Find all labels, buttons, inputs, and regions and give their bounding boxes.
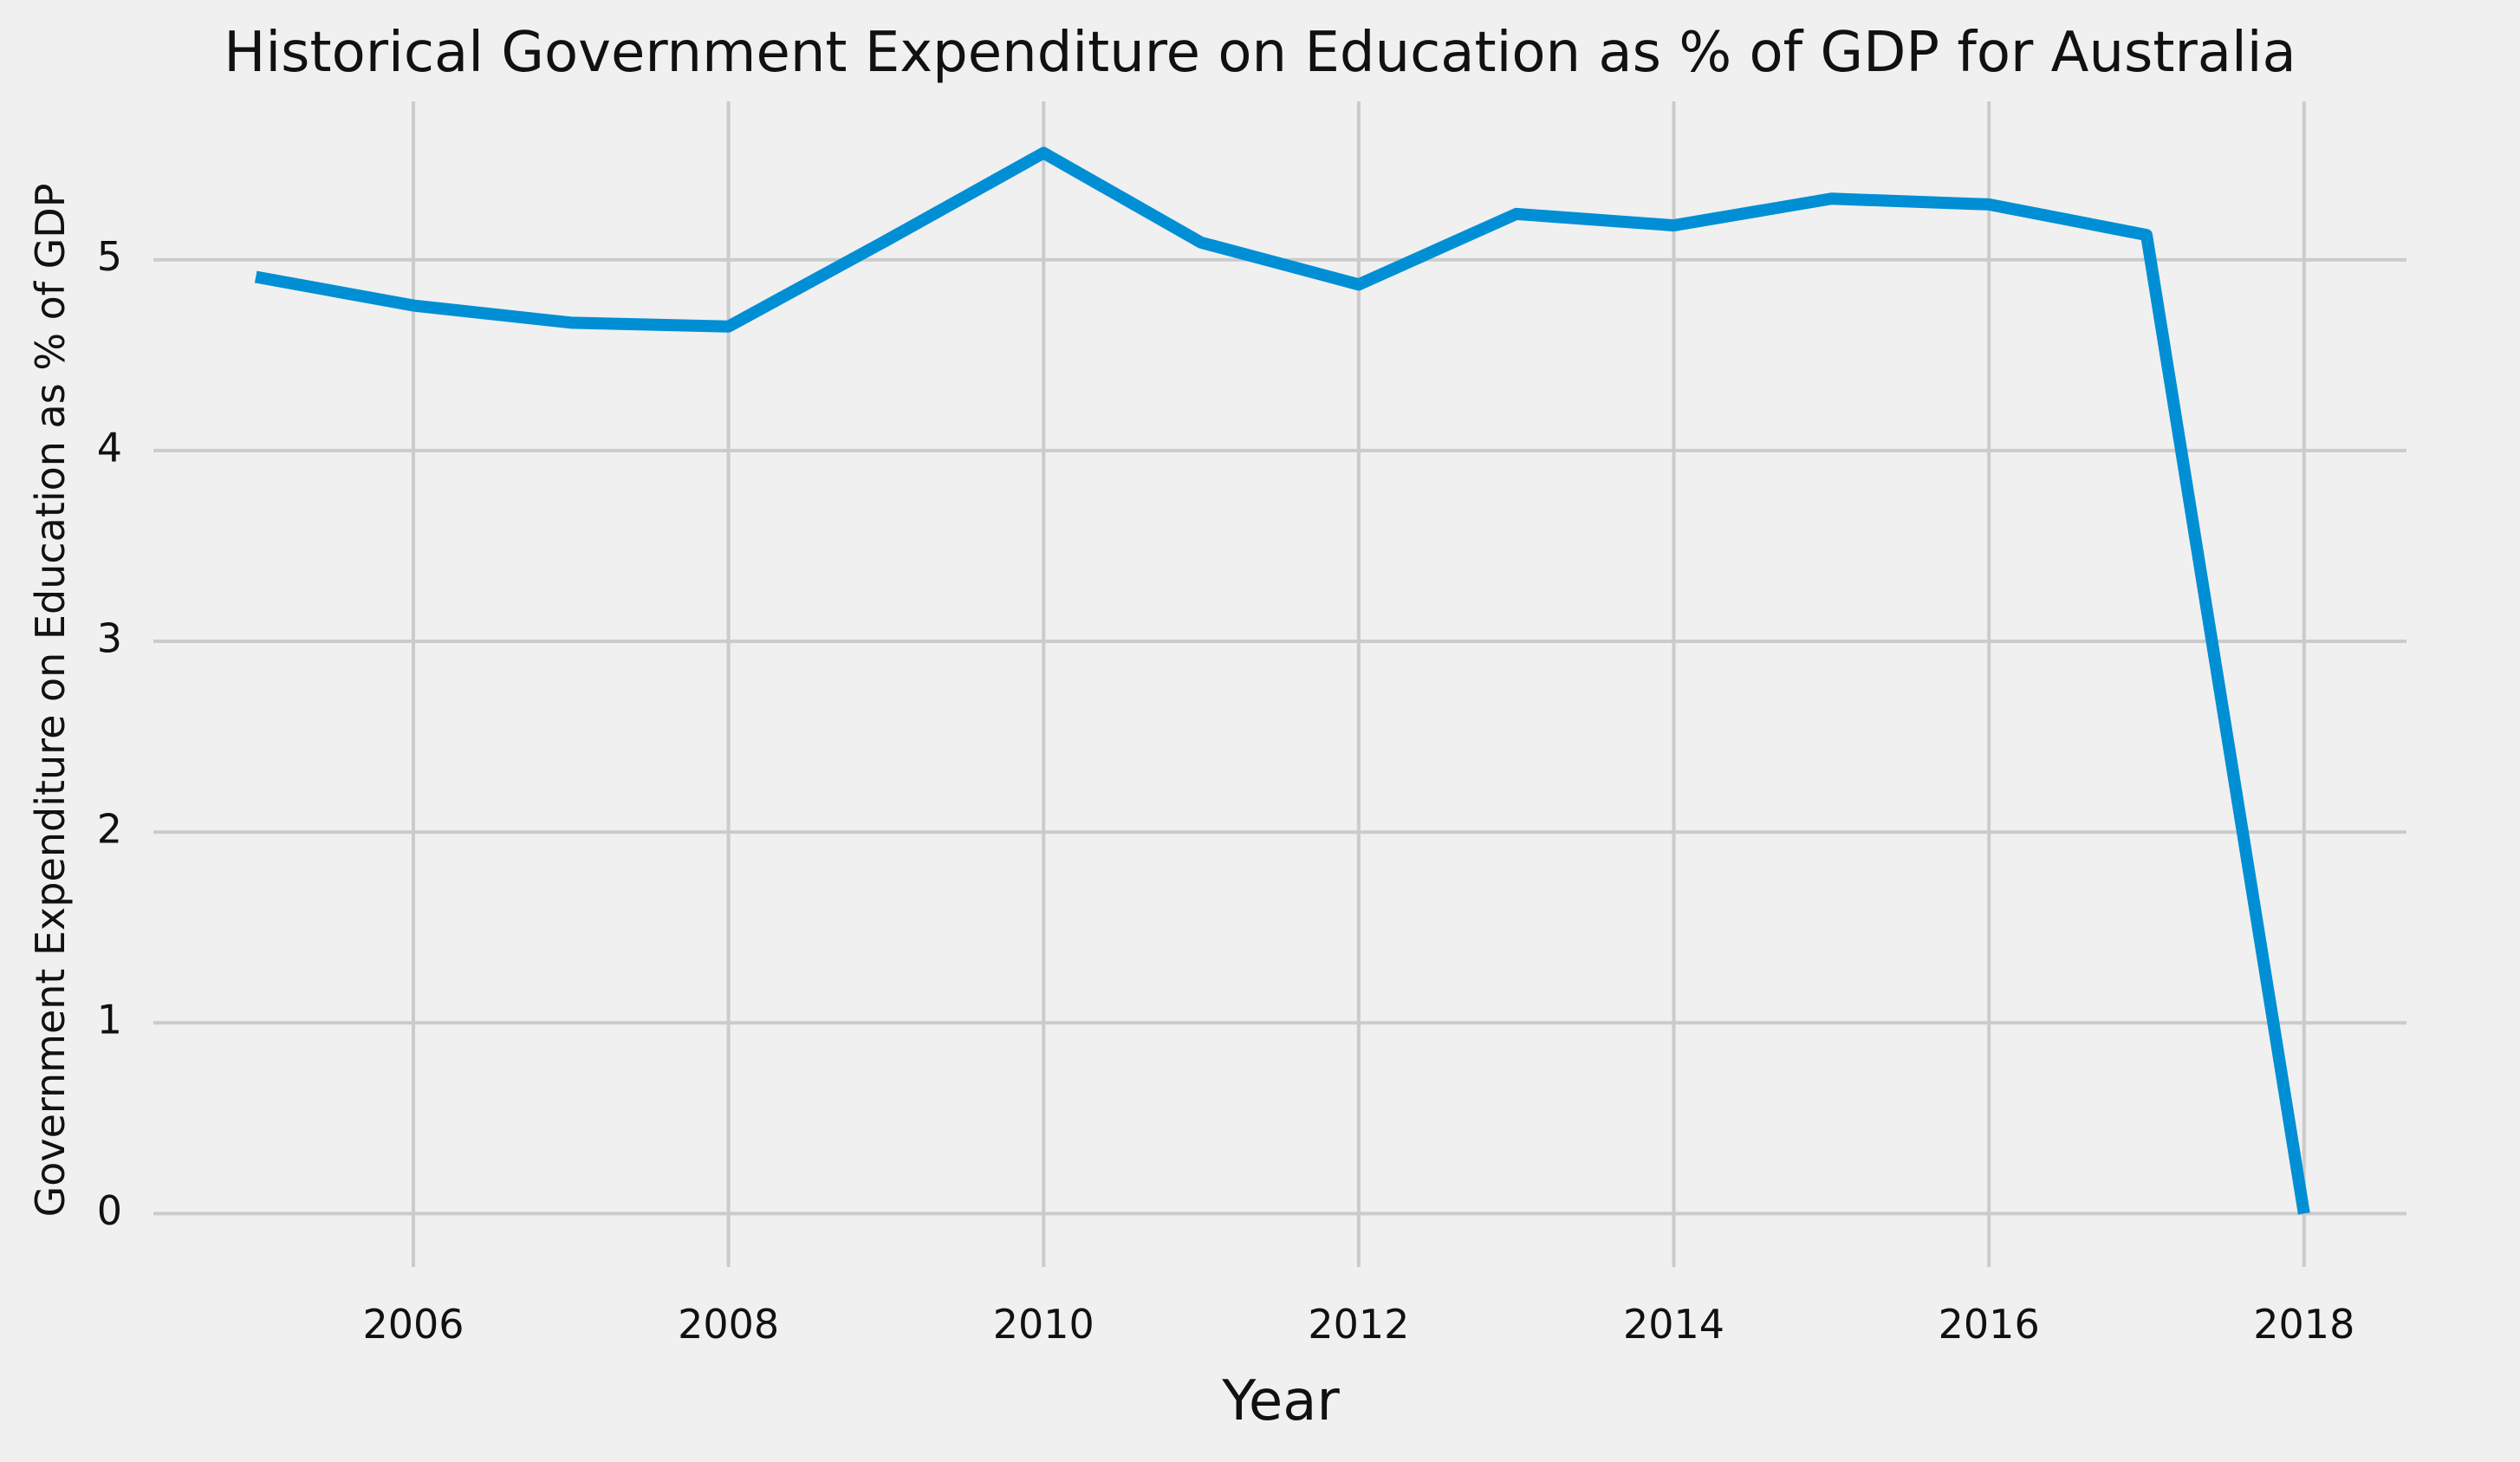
chart-title: Historical Government Expenditure on Edu… (224, 21, 2296, 85)
y-tick-label: 0 (97, 1187, 122, 1234)
y-axis-label: Government Expenditure on Education as %… (27, 184, 74, 1218)
series-layer (254, 146, 2310, 1215)
y-tick-label: 5 (97, 233, 122, 280)
x-tick-label: 2010 (993, 1301, 1094, 1348)
tick-labels: 0 1 2 3 4 5 2006 2008 2010 2012 2014 2016 2018 (97, 233, 2355, 1348)
y-tick-label: 2 (97, 806, 122, 853)
y-tick-label: 1 (97, 997, 122, 1043)
y-tick-label: 4 (97, 424, 122, 471)
x-tick-label: 2006 (362, 1301, 464, 1348)
x-tick-label: 2008 (678, 1301, 779, 1348)
series-line (254, 146, 2310, 1215)
x-tick-label: 2016 (1939, 1301, 2040, 1348)
y-tick-label: 3 (97, 614, 122, 661)
x-axis-label: Year (1221, 1369, 1340, 1433)
x-tick-label: 2018 (2253, 1301, 2354, 1348)
x-tick-label: 2012 (1308, 1301, 1409, 1348)
x-tick-label: 2014 (1623, 1301, 1724, 1348)
grid-lines (153, 101, 2406, 1267)
